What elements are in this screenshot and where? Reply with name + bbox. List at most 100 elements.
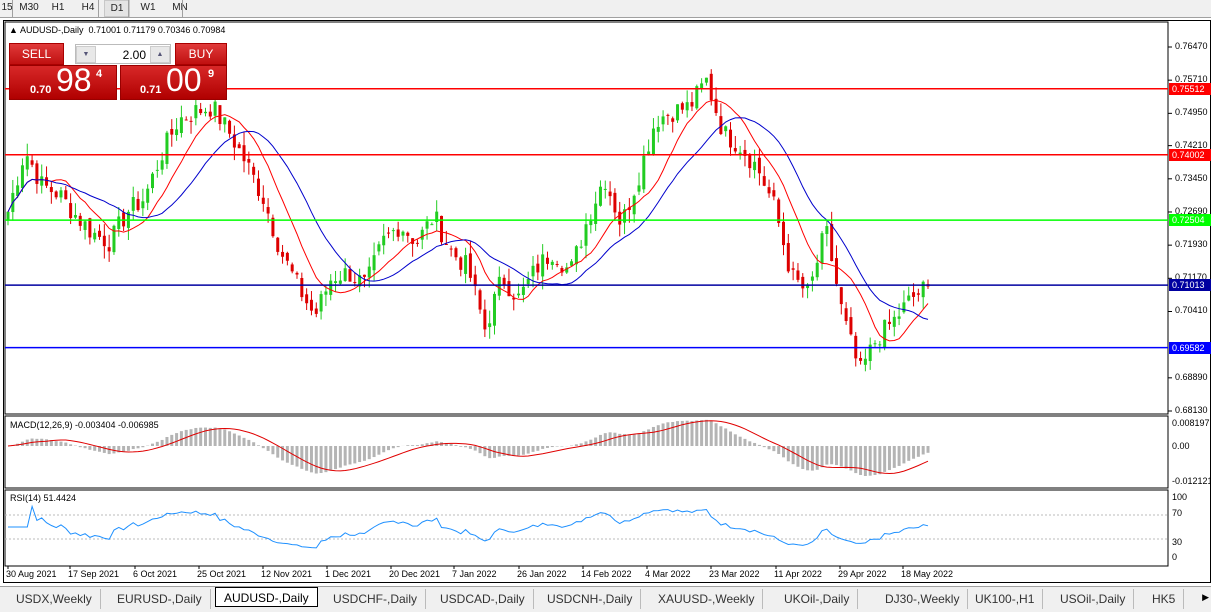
candle-body [680,103,684,110]
date-axis-label: 6 Oct 2021 [133,569,178,579]
candle-body [175,129,179,136]
candle-body [78,215,82,226]
candle-body [483,309,487,330]
candle-body [25,156,29,170]
timeframe-w1[interactable]: W1 [140,2,156,13]
chart-tab[interactable]: UK100-,H1 [967,589,1044,609]
tabs-scroll-right-icon[interactable]: ▶ [1202,592,1209,602]
candle-body [146,188,150,203]
collapse-triangle-icon[interactable]: ▲ [9,25,18,35]
buy-price[interactable]: 0.71 00 9 [120,62,227,100]
toolbar-separator [98,0,99,17]
timeframe-h1[interactable]: H1 [51,2,65,13]
candle-body [781,221,785,246]
candle-body [184,119,188,121]
level-price-label: 0.72504 [1169,214,1211,227]
candle-body [733,148,737,152]
timeframe-d1[interactable]: D1 [104,0,130,17]
candle-body [873,343,877,345]
price-axis-label: 0.68130 [1175,405,1208,415]
candle-body [35,163,39,184]
candle-body [642,155,646,190]
buy-button[interactable]: BUY [175,43,227,65]
sell-price[interactable]: 0.70 98 4 [9,62,117,100]
candle-body [396,229,400,237]
chart-tab[interactable]: USDCNH-,Daily [539,589,642,609]
candle-body [603,188,607,190]
date-axis-label: 7 Jan 2022 [452,569,497,579]
lot-decrease-button[interactable]: ▼ [76,46,96,63]
candle-body [791,268,795,270]
candle-body [372,255,376,271]
date-axis-label: 18 May 2022 [901,569,954,579]
chart-tab[interactable]: USDX,Weekly [8,589,101,609]
timeframe-m30[interactable]: M30 [19,2,39,13]
candle-body [165,132,169,164]
candle-body [536,263,540,273]
candle-body [695,86,699,109]
sell-button[interactable]: SELL [9,43,64,65]
chart-window[interactable] [3,20,1211,583]
chart-tab[interactable]: USDCHF-,Daily [325,589,426,609]
candle-body [897,316,901,319]
candle-body [594,203,598,224]
candle-body [637,185,641,192]
candle-body [863,358,867,365]
candle-body [887,321,891,325]
chart-tab[interactable]: AUDUSD-,Daily [215,587,318,607]
candle-body [921,281,925,298]
candle-body [290,264,294,272]
chart-tab[interactable]: DJ30-,Weekly [877,589,969,609]
timeframe-15[interactable]: 15 [1,2,13,13]
candle-body [526,279,530,285]
candle-body [488,323,492,328]
candle-body [256,178,260,196]
candle-body [584,224,588,246]
candle-body [136,198,140,211]
candle-body [820,233,824,264]
candle-body [565,267,569,273]
level-price-label: 0.75512 [1169,82,1211,95]
chart-tab[interactable]: EURUSD-,Daily [109,589,211,609]
date-axis-label: 14 Feb 2022 [581,569,632,579]
candle-body [676,104,680,121]
candle-body [141,201,145,209]
candle-body [189,120,193,122]
lot-increase-button[interactable]: ▲ [150,46,170,63]
chart-tab[interactable]: HK5 [1144,589,1185,609]
candle-body [666,114,670,116]
timeframe-mn[interactable]: MN [172,2,188,13]
sell-price-prefix: 0.70 [30,84,52,96]
chart-tab[interactable]: USOil-,Daily [1052,589,1135,609]
candle-body [531,265,535,277]
candle-body [309,299,313,311]
candle-body [844,308,848,322]
candle-body [338,280,342,284]
candle-body [579,246,583,248]
chart-tab[interactable]: XAUUSD-,Weekly [650,589,764,609]
timeframe-h4[interactable]: H4 [81,2,95,13]
candle-body [343,268,347,281]
toolbar-separator [12,0,13,17]
lot-size-input[interactable]: ▼ 2.00 ▲ [75,44,171,64]
candle-body [801,276,805,289]
candle-body [868,344,872,362]
candle-body [656,126,660,132]
candle-body [512,297,516,300]
chart-tab[interactable]: USDCAD-,Daily [432,589,534,609]
candle-body [777,199,781,224]
candle-body [107,247,111,252]
candle-body [473,274,477,287]
candle-body [69,203,73,219]
candle-body [449,248,453,250]
candle-body [772,190,776,197]
candle-body [223,117,227,125]
candle-body [492,293,496,326]
candle-body [916,293,920,295]
candle-body [170,129,174,135]
candle-body [88,218,92,238]
candle-body [387,232,391,234]
chart-tab[interactable]: UKOil-,Daily [776,589,859,609]
candle-body [883,319,887,348]
